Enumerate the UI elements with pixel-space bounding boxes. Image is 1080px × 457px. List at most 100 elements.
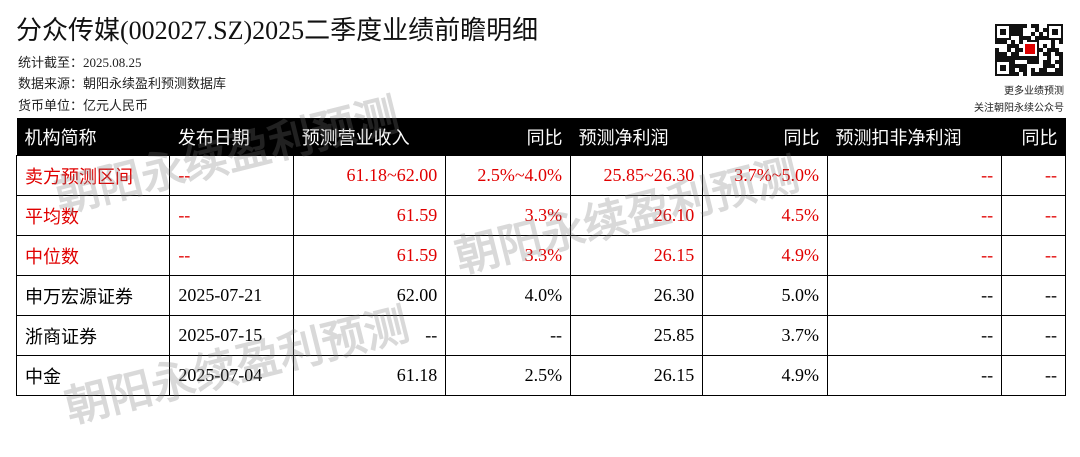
qr-module	[1047, 64, 1051, 68]
qr-module	[999, 56, 1003, 60]
qr-module	[1039, 32, 1043, 36]
qr-module	[1055, 48, 1059, 52]
qr-module	[1015, 56, 1019, 60]
qr-module	[1035, 28, 1039, 32]
qr-module	[1011, 60, 1015, 64]
meta: 数据来源：朝阳永续盈利预测数据库	[18, 76, 227, 91]
cell: 4.9%	[702, 235, 828, 276]
qr-module	[1059, 72, 1063, 76]
qr-module	[1011, 40, 1015, 44]
qr-module	[995, 56, 999, 60]
meta: 统计截至：2025.08.25	[18, 55, 142, 70]
qr-module	[1019, 28, 1023, 32]
qr-module	[1025, 44, 1035, 54]
qr-module	[1035, 24, 1039, 28]
qr-module	[995, 48, 999, 52]
qr-module	[1035, 36, 1039, 40]
qr-module	[1019, 64, 1023, 68]
qr-module	[1027, 60, 1031, 64]
meta: 货币单位：亿元人民币	[18, 98, 149, 113]
qr-module	[1031, 24, 1035, 28]
cell: 5.0%	[702, 275, 828, 316]
qr-module	[1031, 60, 1035, 64]
header-cell: 同比	[702, 118, 828, 156]
cell: 26.15	[570, 355, 704, 396]
qr-module	[1035, 56, 1039, 60]
cell: 4.0%	[445, 275, 572, 316]
qr-module	[1011, 24, 1015, 28]
qr-module	[1027, 36, 1031, 40]
qr-module	[1011, 44, 1015, 48]
qr-module	[1023, 36, 1027, 40]
cell: --	[1001, 275, 1066, 316]
qr-module	[1043, 36, 1047, 40]
qr-module	[1031, 56, 1035, 60]
qr-module	[1015, 44, 1019, 48]
qr-module	[1019, 68, 1023, 72]
cell: 26.15	[570, 235, 704, 276]
header-row: 机构简称 发布日期 预测营业收入 同比 预测净利润 同比 预测扣非净利润 同比	[16, 118, 1066, 156]
qr-module	[1019, 32, 1023, 36]
row: 平均数 -- 61.59 3.3% 26.10 4.5% -- --	[15, 195, 1066, 236]
cell: 26.30	[570, 275, 704, 316]
qr-module	[1011, 56, 1015, 60]
table: 机构简称 发布日期 预测营业收入 同比 预测净利润 同比 预测扣非净利润 同比 卖方预测区间 --…	[15, 118, 1066, 396]
qr-module	[1003, 52, 1007, 56]
title: 分众传媒(002027.SZ)2025二季度业绩前瞻明细	[16, 16, 539, 45]
cell: 61.59	[293, 235, 447, 276]
qr-module	[1011, 68, 1015, 72]
qr-module	[1043, 72, 1047, 76]
cell: --	[1001, 235, 1066, 276]
qr-module	[1019, 40, 1023, 44]
qr-module	[1003, 56, 1007, 60]
qr-module	[1047, 52, 1051, 56]
cell: --	[169, 195, 295, 236]
qr-module	[1007, 44, 1011, 48]
qr-module	[1007, 56, 1011, 60]
cell: 申万宏源证券	[15, 275, 171, 316]
qr-module	[1019, 36, 1023, 40]
qr-caption: 更多业绩预测	[1004, 86, 1064, 97]
qr-module	[1027, 56, 1031, 60]
qr-module	[1051, 72, 1055, 76]
cell: --	[1001, 315, 1066, 356]
qr-module	[1019, 56, 1023, 60]
qr-module	[1023, 56, 1027, 60]
qr-module	[1052, 29, 1058, 35]
qr-module	[1031, 32, 1035, 36]
cell: 26.10	[570, 195, 704, 236]
qr-module	[1043, 64, 1047, 68]
cell: 2025-07-15	[169, 315, 295, 356]
header-cell: 预测营业收入	[293, 118, 446, 156]
qr-code	[995, 24, 1063, 76]
qr-module	[1011, 52, 1015, 56]
qr-module	[1003, 40, 1007, 44]
cell: --	[826, 355, 1003, 396]
cell: 2.5%	[445, 355, 572, 396]
qr-module	[1047, 60, 1051, 64]
qr-module	[1031, 68, 1035, 72]
header-cell: 预测扣非净利润	[827, 118, 1002, 156]
cell: 2025-07-04	[169, 355, 295, 396]
cell: --	[293, 315, 447, 356]
qr-module	[1011, 72, 1015, 76]
header-cell: 同比	[1001, 118, 1066, 156]
cell: --	[826, 235, 1003, 276]
cell: 3.7%	[702, 315, 828, 356]
qr-module	[1015, 52, 1019, 56]
qr-module	[1015, 24, 1019, 28]
cell: 25.85~26.30	[570, 155, 704, 196]
qr-module	[1023, 64, 1027, 68]
qr-module	[1039, 72, 1043, 76]
cell: --	[1001, 355, 1066, 396]
qr-module	[995, 52, 999, 56]
qr-module	[1015, 72, 1019, 76]
cell: 61.18	[293, 355, 447, 396]
header-cell: 机构简称	[16, 118, 170, 156]
row: 中金 2025-07-04 61.18 2.5% 26.15 4.9% -- --	[15, 355, 1066, 396]
qr-module	[1055, 72, 1059, 76]
cell: 3.3%	[445, 235, 572, 276]
cell: --	[1001, 195, 1066, 236]
qr-module	[1055, 68, 1059, 72]
qr-module	[1043, 52, 1047, 56]
